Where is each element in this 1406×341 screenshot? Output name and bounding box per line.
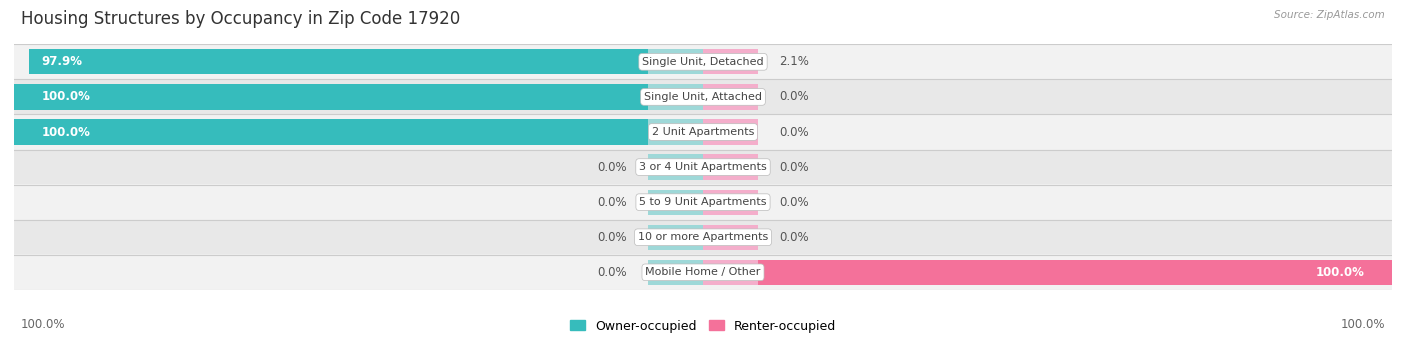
Text: Mobile Home / Other: Mobile Home / Other: [645, 267, 761, 277]
Text: 0.0%: 0.0%: [779, 125, 808, 138]
Bar: [14, 84, 703, 109]
FancyBboxPatch shape: [14, 150, 1392, 184]
Bar: [703, 260, 758, 285]
Text: Source: ZipAtlas.com: Source: ZipAtlas.com: [1274, 10, 1385, 20]
FancyBboxPatch shape: [14, 255, 1392, 290]
Text: 0.0%: 0.0%: [598, 231, 627, 244]
Text: 100.0%: 100.0%: [42, 90, 90, 103]
Bar: [703, 260, 1392, 285]
Text: 100.0%: 100.0%: [1340, 318, 1385, 331]
Bar: [648, 154, 703, 180]
Text: 0.0%: 0.0%: [598, 266, 627, 279]
Bar: [703, 49, 758, 74]
Text: 2.1%: 2.1%: [779, 55, 808, 68]
Bar: [648, 84, 703, 109]
Text: 3 or 4 Unit Apartments: 3 or 4 Unit Apartments: [640, 162, 766, 172]
FancyBboxPatch shape: [14, 184, 1392, 220]
Text: 5 to 9 Unit Apartments: 5 to 9 Unit Apartments: [640, 197, 766, 207]
Bar: [648, 225, 703, 250]
Text: 100.0%: 100.0%: [42, 125, 90, 138]
FancyBboxPatch shape: [14, 115, 1392, 150]
Bar: [648, 49, 703, 74]
Text: 0.0%: 0.0%: [779, 196, 808, 209]
Bar: [648, 260, 703, 285]
Text: Housing Structures by Occupancy in Zip Code 17920: Housing Structures by Occupancy in Zip C…: [21, 10, 460, 28]
Bar: [648, 119, 703, 145]
Bar: [703, 225, 758, 250]
Text: 100.0%: 100.0%: [21, 318, 66, 331]
Text: 100.0%: 100.0%: [1316, 266, 1364, 279]
Bar: [14, 119, 703, 145]
Bar: [703, 119, 758, 145]
Text: 0.0%: 0.0%: [779, 161, 808, 174]
FancyBboxPatch shape: [14, 79, 1392, 115]
Text: 0.0%: 0.0%: [779, 90, 808, 103]
Legend: Owner-occupied, Renter-occupied: Owner-occupied, Renter-occupied: [565, 315, 841, 338]
Bar: [703, 190, 758, 215]
Text: 97.9%: 97.9%: [42, 55, 83, 68]
Text: Single Unit, Detached: Single Unit, Detached: [643, 57, 763, 67]
Bar: [703, 49, 717, 74]
Text: 0.0%: 0.0%: [598, 161, 627, 174]
Bar: [703, 84, 758, 109]
FancyBboxPatch shape: [14, 220, 1392, 255]
FancyBboxPatch shape: [14, 44, 1392, 79]
Text: 10 or more Apartments: 10 or more Apartments: [638, 232, 768, 242]
Text: 0.0%: 0.0%: [779, 231, 808, 244]
Text: 2 Unit Apartments: 2 Unit Apartments: [652, 127, 754, 137]
Text: 0.0%: 0.0%: [598, 196, 627, 209]
Bar: [28, 49, 703, 74]
Bar: [703, 154, 758, 180]
Bar: [648, 190, 703, 215]
Text: Single Unit, Attached: Single Unit, Attached: [644, 92, 762, 102]
